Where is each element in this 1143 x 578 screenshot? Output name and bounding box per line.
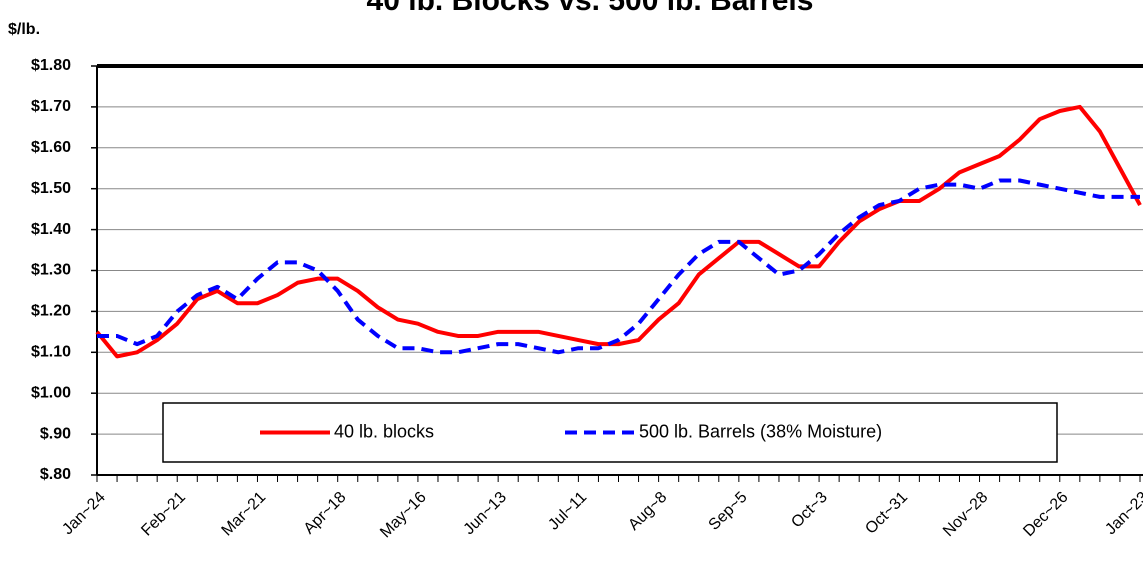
- y-tick-label: $1.30: [31, 262, 71, 279]
- x-tick-label: Apr~18: [301, 489, 350, 538]
- legend-label: 40 lb. blocks: [334, 421, 434, 441]
- legend-label: 500 lb. Barrels (38% Moisture): [639, 421, 882, 441]
- x-tick-label: Jan~23: [1102, 489, 1143, 539]
- x-tick-label: Nov~28: [940, 489, 991, 540]
- y-tick-label: $1.70: [31, 98, 71, 115]
- y-tick-label: $1.40: [31, 221, 71, 238]
- y-tick-label: $1.00: [31, 384, 71, 401]
- x-tick-label: May~16: [377, 489, 430, 542]
- y-tick-label: $.90: [40, 425, 71, 442]
- x-tick-label: Oct~31: [862, 489, 911, 538]
- series-line: [95, 104, 1142, 359]
- x-tick-label: Dec~26: [1020, 489, 1071, 540]
- x-tick-label: Oct~3: [788, 489, 831, 532]
- x-tick-label: Sep~5: [706, 489, 751, 534]
- y-tick-label: $1.50: [31, 180, 71, 197]
- x-tick-label: Feb~21: [138, 489, 189, 540]
- y-tick-label: $1.10: [31, 344, 71, 361]
- x-tick-label: Jul~11: [545, 489, 590, 534]
- chart-title: 40 lb. Blocks vs. 500 lb. Barrels: [367, 0, 814, 17]
- y-axis-label: $/lb.: [8, 21, 40, 38]
- y-tick-label: $1.20: [31, 303, 71, 320]
- y-tick-label: $1.60: [31, 139, 71, 156]
- y-tick-label: $.80: [40, 466, 71, 483]
- x-tick-label: Jun~13: [461, 489, 511, 539]
- y-tick-label: $1.80: [31, 57, 71, 74]
- series-line: [97, 178, 1140, 355]
- x-tick-label: Aug~8: [625, 489, 670, 534]
- x-tick-label: Jan~24: [59, 489, 109, 539]
- x-tick-label: Mar~21: [219, 489, 270, 540]
